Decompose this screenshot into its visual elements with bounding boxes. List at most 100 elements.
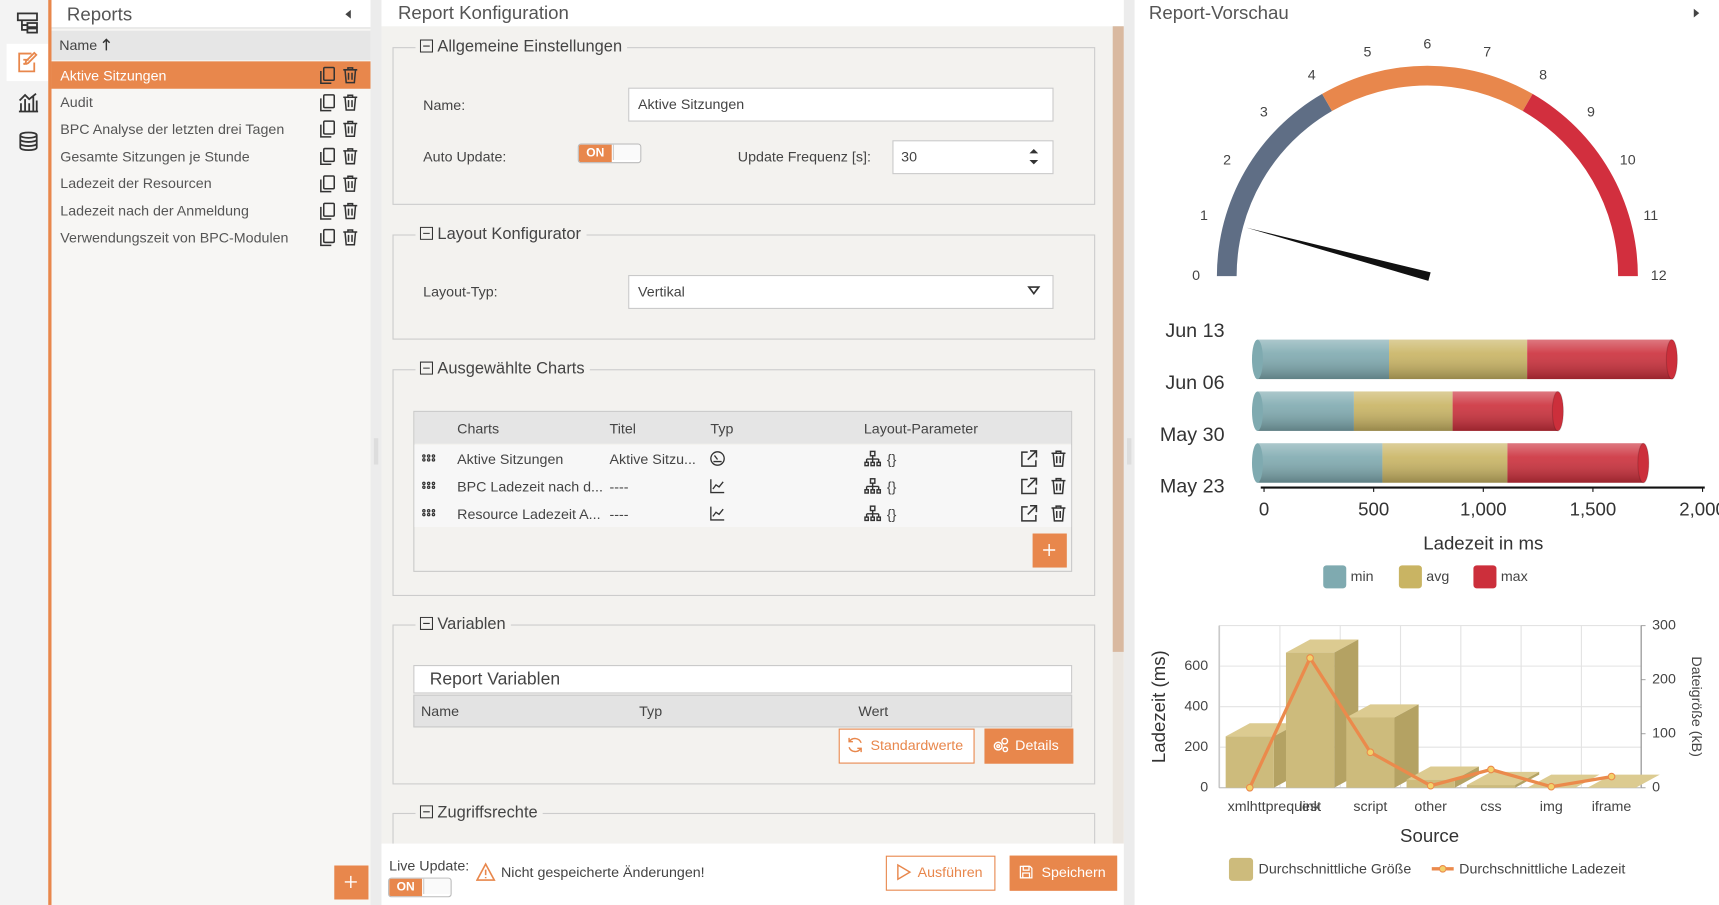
nav-tree[interactable] — [16, 12, 38, 34]
column-title: Name — [59, 36, 98, 54]
x-tick-label: 1,000 — [1460, 498, 1507, 519]
splitter[interactable] — [1123, 0, 1135, 905]
scrollbar-thumb[interactable] — [1112, 26, 1124, 652]
legend-swatch — [1473, 565, 1497, 589]
icon-shape — [423, 510, 435, 516]
copy-button[interactable] — [318, 93, 337, 112]
icon — [321, 95, 334, 111]
chart-title: ---- — [609, 505, 629, 523]
table-header — [413, 694, 1073, 728]
fieldset-legend[interactable]: Allgemeine Einstellungen — [415, 37, 628, 57]
run-button[interactable]: Ausführen — [885, 855, 996, 891]
legend-label: Durchschnittliche Ladezeit — [1459, 862, 1625, 878]
edit-button[interactable] — [1020, 449, 1039, 468]
drag-handle[interactable] — [421, 450, 436, 465]
legend-point — [1438, 864, 1447, 873]
dropdown-icon[interactable] — [1027, 285, 1041, 296]
report-item[interactable]: Ladezeit nach der Anmeldung — [52, 197, 371, 224]
drag-handle[interactable] — [421, 478, 436, 493]
icon-shape — [849, 738, 861, 752]
report-item[interactable]: Audit — [52, 88, 371, 115]
y2-tick-label: 0 — [1652, 780, 1660, 796]
icon-shape — [19, 53, 36, 71]
delete-button[interactable] — [341, 147, 360, 166]
field-label: Live Update: — [389, 857, 470, 874]
legend-swatch — [1228, 857, 1254, 881]
live-update-toggle[interactable]: ON — [388, 877, 452, 898]
nav-charts[interactable] — [16, 91, 40, 113]
layout-icon — [864, 478, 882, 496]
y2-tick-label: 200 — [1652, 671, 1676, 687]
x-tick-label: 1,500 — [1570, 498, 1617, 519]
line-point — [1426, 781, 1435, 790]
gauge-band — [1216, 93, 1333, 277]
report-item[interactable]: Verwendungszeit von BPC-Modulen — [52, 224, 371, 251]
splitter-handle — [1126, 438, 1132, 465]
fieldset-legend[interactable]: Ausgewählte Charts — [415, 359, 591, 380]
defaults-button[interactable]: Standardwerte — [838, 728, 975, 764]
nav-reports[interactable] — [16, 51, 38, 73]
delete-button[interactable] — [341, 93, 360, 112]
delete-button[interactable] — [341, 174, 360, 193]
auto-update-toggle[interactable]: ON — [577, 143, 642, 164]
delete-button[interactable] — [1049, 449, 1068, 468]
collapse-icon — [420, 39, 433, 52]
edit-button[interactable] — [1020, 477, 1039, 496]
fieldset — [392, 369, 1096, 597]
scrollbar[interactable] — [1112, 26, 1124, 844]
collapse-button[interactable] — [343, 9, 354, 20]
column-title: Typ — [710, 420, 734, 437]
delete-button[interactable] — [1049, 504, 1068, 523]
report-item[interactable]: BPC Analyse der letzten drei Tagen — [52, 115, 371, 142]
spinner[interactable] — [1027, 147, 1040, 167]
details-button[interactable]: Details — [984, 728, 1074, 764]
icon — [321, 176, 334, 192]
icon — [343, 68, 357, 83]
legend-text: Variablen — [437, 614, 506, 634]
frequency-input[interactable] — [892, 140, 1054, 175]
delete-button[interactable] — [341, 120, 360, 139]
delete-button[interactable] — [341, 201, 360, 220]
drag-handle[interactable] — [421, 505, 436, 520]
legend-swatch — [1398, 565, 1422, 589]
copy-button[interactable] — [318, 66, 337, 85]
y2-tick-label: 100 — [1652, 725, 1676, 741]
fieldset-legend[interactable]: Variablen — [415, 614, 512, 635]
copy-button[interactable] — [318, 228, 337, 247]
icon — [343, 149, 357, 164]
add-report-button[interactable] — [334, 865, 369, 900]
preview-title: Report-Vorschau — [1148, 2, 1289, 24]
column-header[interactable] — [51, 30, 371, 61]
nav-database[interactable] — [18, 130, 40, 152]
report-item[interactable]: Gesamte Sitzungen je Stunde — [52, 143, 371, 170]
y-axis-title: Ladezeit (ms) — [1148, 650, 1169, 763]
add-chart-button[interactable] — [1032, 533, 1067, 568]
fieldset — [392, 47, 1096, 205]
delete-button[interactable] — [341, 66, 360, 85]
gauge-tick-label: 11 — [1643, 208, 1658, 224]
report-item[interactable]: Ladezeit der Resourcen — [52, 170, 371, 197]
delete-button[interactable] — [1049, 477, 1068, 496]
copy-button[interactable] — [318, 201, 337, 220]
name-input[interactable] — [628, 87, 1054, 122]
fieldset — [392, 234, 1096, 340]
copy-button[interactable] — [318, 174, 337, 193]
delete-button[interactable] — [341, 228, 360, 247]
fieldset-legend[interactable]: Layout Konfigurator — [415, 224, 587, 245]
splitter[interactable] — [370, 0, 382, 905]
collapse-button[interactable] — [1690, 8, 1701, 19]
copy-button[interactable] — [318, 147, 337, 166]
copy-button[interactable] — [318, 120, 337, 139]
gauge-tick-label: 6 — [1423, 37, 1431, 53]
layout-params: {} — [886, 450, 897, 468]
edit-button[interactable] — [1020, 504, 1039, 523]
layout-select[interactable] — [628, 274, 1054, 309]
bar-shade — [1257, 339, 1672, 380]
report-item[interactable]: Aktive Sitzungen — [51, 61, 371, 89]
fieldset-legend[interactable]: Zugriffsrechte — [415, 803, 544, 823]
icon — [343, 176, 357, 191]
bar — [1285, 652, 1335, 788]
y-tick-label: 400 — [1184, 698, 1208, 714]
save-button[interactable]: Speichern — [1009, 855, 1118, 891]
